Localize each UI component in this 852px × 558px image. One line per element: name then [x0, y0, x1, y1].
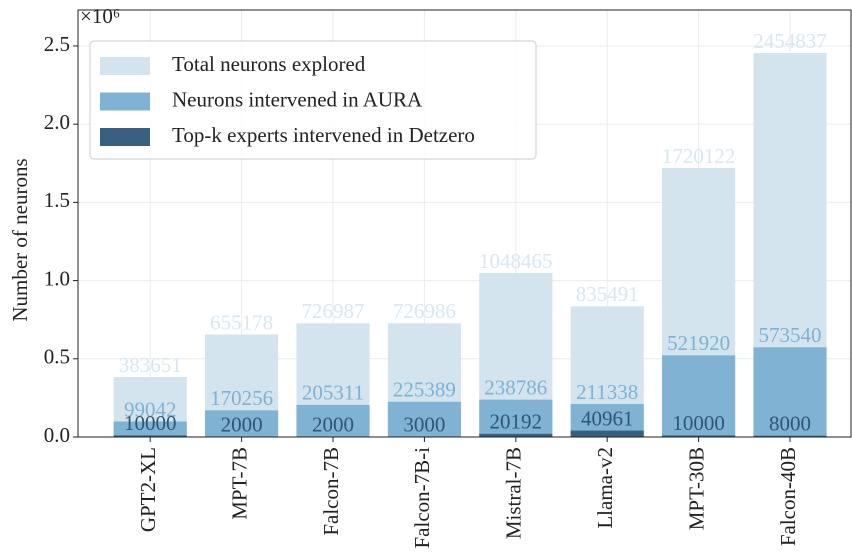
- data-label: 655178: [210, 310, 273, 334]
- data-label: 573540: [759, 323, 822, 347]
- bar: [662, 355, 736, 437]
- legend-label: Neurons intervened in AURA: [172, 87, 423, 111]
- y-axis-label: Number of neurons: [8, 158, 32, 321]
- bar: [296, 404, 370, 437]
- legend-swatch: [100, 128, 150, 146]
- y-tick-label: 1.0: [44, 266, 70, 290]
- bar: [570, 430, 644, 437]
- data-label: 383651: [119, 353, 182, 377]
- y-tick-label: 0.0: [44, 423, 70, 447]
- data-label: 40961: [581, 406, 634, 430]
- legend-label: Top-k experts intervened in Detzero: [172, 123, 475, 147]
- data-label: 2000: [221, 412, 263, 436]
- x-tick-label: MPT-7B: [227, 447, 251, 520]
- bar: [662, 435, 736, 437]
- data-label: 205311: [302, 381, 364, 405]
- data-label: 170256: [210, 386, 273, 410]
- y-tick-label: 2.5: [44, 32, 70, 56]
- bar: [479, 433, 553, 437]
- data-label: 20192: [490, 410, 543, 434]
- data-label: 238786: [484, 375, 547, 399]
- y-offset-text: ×10⁶: [80, 4, 120, 28]
- data-label: 211338: [576, 380, 638, 404]
- bar: [205, 410, 279, 437]
- y-tick-label: 2.0: [44, 110, 70, 134]
- legend-swatch: [100, 57, 150, 75]
- legend-label: Total neurons explored: [172, 52, 366, 76]
- x-tick-label: Llama-v2: [593, 447, 617, 529]
- x-tick-label: Falcon-7B-i: [410, 447, 434, 549]
- data-label: 1048465: [479, 249, 553, 273]
- bar: [479, 399, 553, 437]
- data-label: 726986: [393, 299, 456, 323]
- x-tick-label: MPT-30B: [684, 447, 708, 530]
- y-tick-label: 1.5: [44, 188, 70, 212]
- data-label: 10000: [124, 411, 177, 435]
- data-label: 99042: [124, 397, 177, 421]
- bar: [753, 435, 827, 437]
- plot-frame: [77, 9, 852, 438]
- data-label: 521920: [667, 331, 730, 355]
- data-label: 835491: [576, 282, 639, 306]
- legend: [89, 40, 537, 160]
- bar: [113, 435, 187, 437]
- data-label: 2454837: [753, 29, 827, 53]
- y-tick-label: 0.5: [44, 345, 70, 369]
- data-label: 726987: [302, 299, 365, 323]
- data-label: 3000: [403, 412, 445, 436]
- data-label: 1720122: [662, 144, 736, 168]
- data-label: 10000: [672, 411, 725, 435]
- data-label: 225389: [393, 378, 456, 402]
- x-tick-label: GPT2-XL: [136, 447, 160, 532]
- x-tick-label: Falcon-40B: [776, 447, 800, 546]
- x-tick-label: Falcon-7B: [319, 447, 343, 536]
- data-label: 2000: [312, 412, 354, 436]
- bar: [753, 347, 827, 437]
- bar: [113, 421, 187, 437]
- x-tick-label: Mistral-7B: [502, 447, 526, 539]
- bar: [387, 401, 461, 437]
- legend-swatch: [100, 92, 150, 111]
- data-label: 8000: [769, 412, 811, 436]
